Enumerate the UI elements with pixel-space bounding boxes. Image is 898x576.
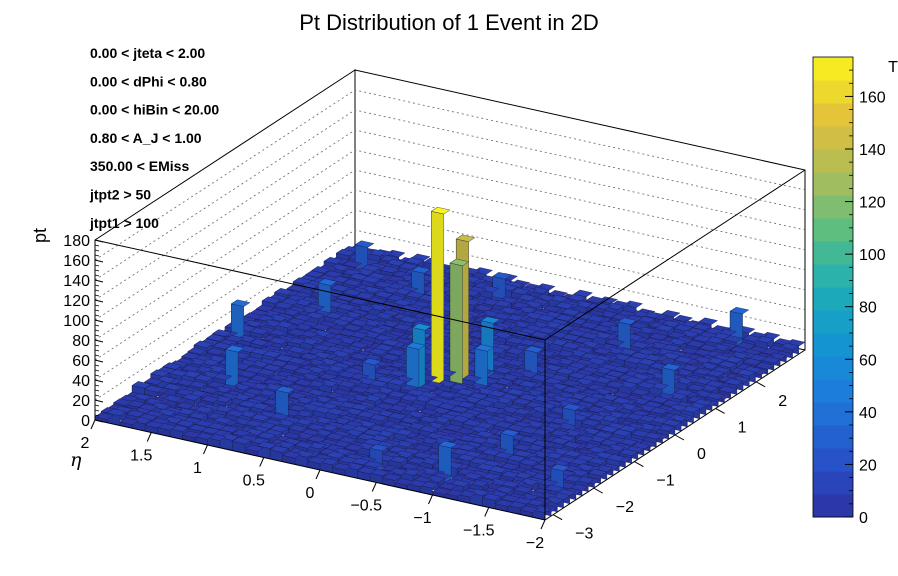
grid-line [94,209,806,381]
bar-top [679,330,700,338]
bar-top [523,312,544,320]
bar-top [692,334,712,343]
bar-top [492,272,512,280]
bar-top [592,324,612,333]
bar-top [729,307,750,315]
bar-top [636,326,656,334]
bar-top [354,268,375,276]
bar-top [742,358,762,366]
bar-top [529,286,550,295]
bar-top [604,302,625,310]
bar-top [667,338,687,346]
bar-top [598,310,619,318]
bar-front [449,262,463,389]
bar-top [379,265,400,274]
bar-top [554,314,575,322]
bar-top [673,324,694,332]
bar-top [342,260,362,268]
grid-line [94,109,806,281]
bar-top [554,301,575,310]
bar-top [398,262,419,270]
lego-bars [94,206,806,521]
bar-top [498,306,519,315]
bar-top [660,310,681,318]
grid-line [94,149,806,321]
bar-top [573,312,594,320]
bar-top [711,343,731,351]
back-frame [94,69,806,421]
bar-top [585,296,606,304]
bar-top [517,294,537,302]
bar-top [623,300,643,308]
bar-top [698,317,718,325]
bar-top [535,294,556,302]
bar-top [729,351,750,359]
bar-top [648,341,669,350]
bar-top [323,257,344,265]
bar-top [479,298,500,306]
bar-top [473,304,494,312]
bar-top [742,334,762,343]
bar-top [567,317,587,325]
bar-top [667,331,687,339]
bar-top [567,294,587,302]
chart-title: Pt Distribution of 1 Event in 2D [299,10,599,35]
bar-top [673,314,693,323]
bar-top [573,300,594,308]
bar-top [729,346,750,354]
bar-top [648,333,669,341]
grid-line [94,89,806,261]
bar-top [329,263,350,271]
grid-line [94,169,806,341]
bar-top [698,344,719,352]
bar-top [754,362,775,370]
bar-top [629,310,650,318]
bar-top [354,240,375,248]
bar-top [510,287,531,295]
bar-top [473,267,493,275]
bar-top [385,259,406,267]
bar-top [404,257,425,265]
grid-line [94,129,806,301]
grid-line [94,229,806,401]
bar-top [479,285,500,293]
grid-line [94,189,806,361]
bar-top [660,320,681,328]
bar-top [779,342,800,351]
bar-top [561,308,581,316]
bar-top [579,321,600,329]
bar-top [686,340,706,348]
bar-front [431,211,444,390]
